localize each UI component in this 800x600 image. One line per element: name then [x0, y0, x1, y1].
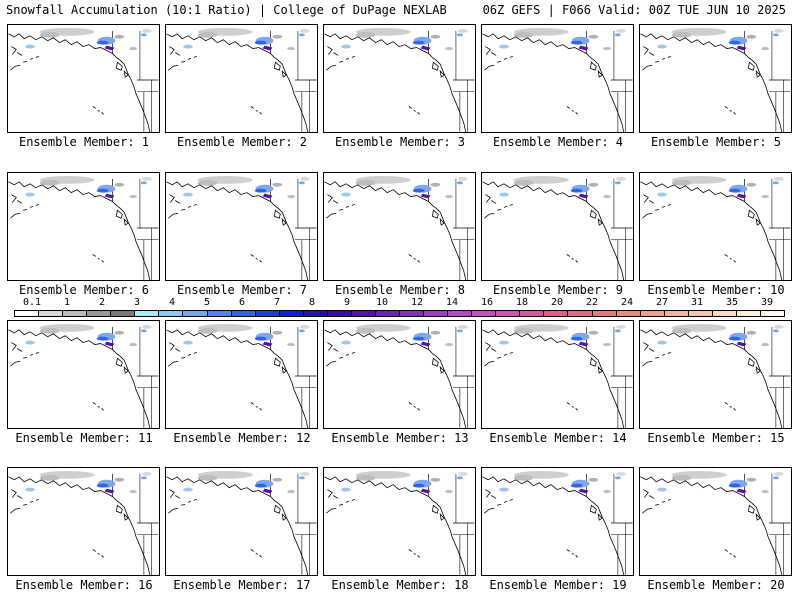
ensemble-member-label: Ensemble Member: 5	[650, 135, 782, 149]
ensemble-member-map	[639, 172, 792, 281]
colorbar-tick-label: 24	[620, 297, 634, 308]
ensemble-member-label: Ensemble Member: 7	[176, 283, 308, 297]
colorbar-swatch	[87, 311, 112, 316]
ensemble-member-label: Ensemble Member: 13	[331, 431, 469, 445]
colorbar-tick-label: 6	[238, 297, 246, 308]
colorbar-swatch	[544, 311, 569, 316]
colorbar-tick-label: 9	[343, 297, 351, 308]
colorbar-swatch	[496, 311, 521, 316]
ensemble-member-map	[481, 172, 634, 281]
map-title: Snowfall Accumulation (10:1 Ratio) | Col…	[6, 3, 447, 17]
ensemble-member-map	[165, 24, 318, 133]
ensemble-member-map	[165, 172, 318, 281]
colorbar-swatch	[375, 311, 400, 316]
colorbar-swatch	[15, 311, 40, 316]
colorbar-swatch	[255, 311, 280, 316]
ensemble-member-label: Ensemble Member: 16	[15, 578, 153, 592]
colorbar-tick-label: 2	[98, 297, 106, 308]
ensemble-member-map	[323, 467, 476, 576]
colorbar-tick-label: 5	[203, 297, 211, 308]
ensemble-member-label: Ensemble Member: 19	[489, 578, 627, 592]
colorbar-swatch	[39, 311, 64, 316]
colorbar-swatch	[520, 311, 545, 316]
ensemble-member-label: Ensemble Member: 14	[489, 431, 627, 445]
colorbar-tick-label: 8	[308, 297, 316, 308]
colorbar-swatch	[159, 311, 184, 316]
ensemble-member-label: Ensemble Member: 20	[647, 578, 785, 592]
ensemble-member-map	[7, 24, 160, 133]
colorbar-tick-label: 14	[445, 297, 459, 308]
ensemble-member-map	[639, 467, 792, 576]
colorbar-tick-label: 4	[168, 297, 176, 308]
ensemble-member-label: Ensemble Member: 17	[173, 578, 311, 592]
colorbar-tick-label: 18	[515, 297, 529, 308]
colorbar-swatch	[448, 311, 473, 316]
colorbar-tick-label: 12	[410, 297, 424, 308]
colorbar-swatch	[400, 311, 425, 316]
snowfall-colorbar	[14, 310, 785, 317]
colorbar-swatch	[303, 311, 328, 316]
ensemble-member-label: Ensemble Member: 4	[492, 135, 624, 149]
colorbar-tick-label: 10	[375, 297, 389, 308]
ensemble-member-label: Ensemble Member: 8	[334, 283, 466, 297]
colorbar-tick-label: 0.1	[22, 297, 42, 308]
colorbar-tick-label: 20	[550, 297, 564, 308]
ensemble-member-label: Ensemble Member: 3	[334, 135, 466, 149]
colorbar-swatch	[640, 311, 665, 316]
ensemble-member-map	[639, 320, 792, 429]
ensemble-member-map	[323, 172, 476, 281]
colorbar-swatch	[207, 311, 232, 316]
colorbar-swatch	[111, 311, 136, 316]
ensemble-member-label: Ensemble Member: 11	[15, 431, 153, 445]
ensemble-member-label: Ensemble Member: 10	[647, 283, 785, 297]
colorbar-swatch	[472, 311, 497, 316]
colorbar-tick-label: 22	[585, 297, 599, 308]
colorbar-swatch	[279, 311, 304, 316]
ensemble-member-label: Ensemble Member: 2	[176, 135, 308, 149]
colorbar-swatch	[736, 311, 761, 316]
ensemble-member-map	[639, 24, 792, 133]
ensemble-member-map	[323, 24, 476, 133]
ensemble-member-map	[481, 24, 634, 133]
colorbar-tick-label: 35	[725, 297, 739, 308]
colorbar-swatch	[712, 311, 737, 316]
colorbar-tick-label: 16	[480, 297, 494, 308]
ensemble-member-map	[7, 172, 160, 281]
colorbar-tick-label: 1	[63, 297, 71, 308]
colorbar-swatch	[664, 311, 689, 316]
colorbar-labels: 0.1 1 2 3 4 5 6 7 8 9 10 12 14 16 18 20 22 24 27 31 35 39	[0, 297, 800, 310]
colorbar-tick-label: 27	[655, 297, 669, 308]
ensemble-member-label: Ensemble Member: 6	[18, 283, 150, 297]
colorbar-swatch	[183, 311, 208, 316]
ensemble-member-map	[481, 467, 634, 576]
ensemble-member-label: Ensemble Member: 12	[173, 431, 311, 445]
model-run-valid-time: 06Z GEFS | F066 Valid: 00Z TUE JUN 10 20…	[482, 3, 786, 17]
ensemble-member-map	[7, 467, 160, 576]
colorbar-swatch	[592, 311, 617, 316]
ensemble-member-map	[165, 320, 318, 429]
colorbar-swatch	[135, 311, 160, 316]
colorbar-swatch	[760, 311, 784, 316]
colorbar-swatch	[351, 311, 376, 316]
ensemble-member-label: Ensemble Member: 1	[18, 135, 150, 149]
colorbar-swatch	[616, 311, 641, 316]
ensemble-member-map	[165, 467, 318, 576]
colorbar-tick-label: 39	[760, 297, 774, 308]
ensemble-member-label: Ensemble Member: 15	[647, 431, 785, 445]
colorbar-tick-label: 7	[273, 297, 281, 308]
colorbar-swatch	[63, 311, 88, 316]
ensemble-member-label: Ensemble Member: 18	[331, 578, 469, 592]
ensemble-member-map	[481, 320, 634, 429]
colorbar-swatch	[327, 311, 352, 316]
ensemble-member-map	[323, 320, 476, 429]
colorbar-tick-label: 3	[133, 297, 141, 308]
ensemble-member-label: Ensemble Member: 9	[492, 283, 624, 297]
ensemble-member-map	[7, 320, 160, 429]
colorbar-swatch	[424, 311, 449, 316]
colorbar-swatch	[231, 311, 256, 316]
colorbar-tick-label: 31	[690, 297, 704, 308]
colorbar-swatch	[568, 311, 593, 316]
colorbar-swatch	[688, 311, 713, 316]
